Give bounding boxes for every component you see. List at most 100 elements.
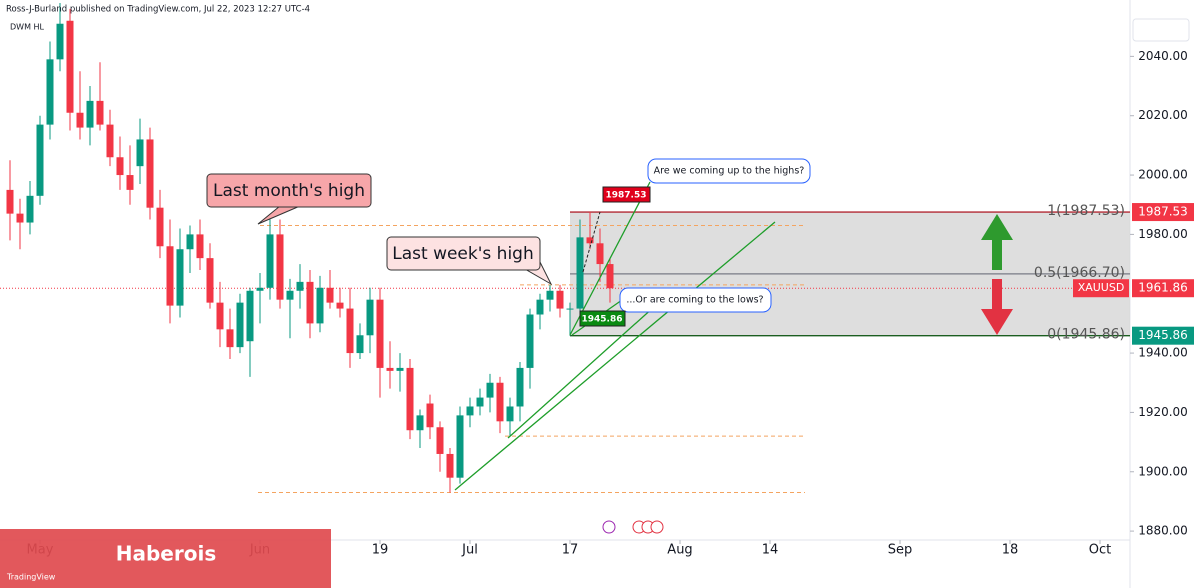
candle-body <box>476 397 484 407</box>
y-tick-label: 1980.00 <box>1138 227 1188 241</box>
candle-body <box>576 237 584 309</box>
candle-body <box>406 367 414 431</box>
candle-body <box>356 335 364 354</box>
event-icon[interactable] <box>650 520 664 534</box>
candle-body <box>466 406 474 416</box>
watermark-box <box>0 529 331 588</box>
candle-body <box>266 234 274 288</box>
y-tick-label: 2040.00 <box>1138 49 1188 63</box>
down-arrow <box>981 279 1013 335</box>
candle-body <box>486 382 494 398</box>
y-tick-label: 1920.00 <box>1138 405 1188 419</box>
marker-tag: 1987.53 <box>602 186 651 203</box>
callout: Last month's high <box>206 173 372 225</box>
candle-body <box>546 290 554 300</box>
candle-body <box>116 157 124 176</box>
candle-body <box>336 302 344 309</box>
fib-label: 1(1987.53) <box>1047 203 1125 219</box>
symbol-label: XAUUSD <box>1078 281 1125 294</box>
y-tick-label: 1900.00 <box>1138 464 1188 478</box>
candle-body <box>26 195 34 223</box>
candle-body <box>76 112 84 128</box>
candle-body <box>516 367 524 407</box>
candle-body <box>186 234 194 250</box>
candle-body <box>526 314 534 368</box>
candle-body <box>566 308 574 310</box>
trend-line <box>507 296 666 439</box>
marker-tag: 1945.86 <box>579 310 626 327</box>
candle-body <box>46 59 54 125</box>
callout: ...Or are coming to the lows? <box>619 287 772 313</box>
candle-body <box>416 415 424 431</box>
annotation: Last month's high <box>213 181 365 201</box>
x-tick-label: Oct <box>1089 543 1111 558</box>
candle-body <box>156 207 164 247</box>
candle-body <box>326 287 334 303</box>
candle-body <box>276 234 284 300</box>
byline: Ross-J-Burland published on TradingView.… <box>6 5 310 15</box>
event-icon[interactable] <box>602 520 616 534</box>
x-tick-label: Sep <box>888 543 913 558</box>
candle-body <box>536 299 544 315</box>
candle-body <box>366 299 374 336</box>
x-tick-label: 14 <box>762 543 779 558</box>
up-arrow <box>981 214 1013 270</box>
candle-body <box>16 213 24 223</box>
projection-line <box>582 211 601 273</box>
trend-line <box>569 181 651 336</box>
candle-body <box>506 406 514 422</box>
candle-body <box>386 367 394 371</box>
candle-body <box>496 382 504 422</box>
candle-body <box>126 175 134 190</box>
candle-body <box>316 287 324 324</box>
price-tag <box>1132 326 1194 345</box>
candle-body <box>596 243 604 265</box>
candle-body <box>196 234 204 259</box>
callout: Are we coming up to the highs? <box>647 158 811 184</box>
candle-body <box>606 264 614 289</box>
symbol-tag <box>1073 279 1129 298</box>
x-tick-label: Jul <box>461 543 478 558</box>
candle-body <box>586 237 594 244</box>
y-tick-label: 1880.00 <box>1138 524 1188 538</box>
price-tag <box>1132 279 1194 298</box>
watermark: Haberois <box>116 542 216 566</box>
candle-body <box>136 139 144 167</box>
price-tag-label: 1945.86 <box>1138 328 1188 342</box>
x-tick-label: 17 <box>562 543 579 558</box>
price-tag-label: 1987.53 <box>1138 205 1188 219</box>
candle-body <box>286 290 294 300</box>
annotation: Are we coming up to the highs? <box>654 166 805 177</box>
candle-body <box>296 281 304 291</box>
tag-layer: 1987.53 1945.86 XAUUSD 1961.86 <box>1073 203 1194 345</box>
axis-button[interactable] <box>1132 18 1190 42</box>
fib-label: 0(1945.86) <box>1047 327 1125 343</box>
candle-body <box>36 124 44 196</box>
candle-body <box>556 290 564 309</box>
indicator-label: DWM HL <box>10 23 45 32</box>
candle-body <box>66 20 74 113</box>
price-tag <box>1132 203 1194 222</box>
candle-body <box>176 249 184 306</box>
y-tick-label: 2000.00 <box>1138 168 1188 182</box>
candle-body <box>376 299 384 368</box>
candle-body <box>446 453 454 478</box>
candle-body <box>236 302 244 348</box>
callout: Last week's high <box>386 236 553 286</box>
candle-body <box>216 302 224 330</box>
candle-body <box>166 246 174 306</box>
candle-body <box>226 329 234 348</box>
candle-body <box>346 308 354 354</box>
trend-line <box>454 221 776 491</box>
candle-body <box>436 427 444 454</box>
x-tick-label: 18 <box>1002 543 1019 558</box>
candle-body <box>206 258 214 303</box>
x-tick-label: Aug <box>667 543 692 558</box>
candle-body <box>456 415 464 478</box>
fib-label: 0.5(1966.70) <box>1034 265 1125 281</box>
y-tick-label: 1940.00 <box>1138 346 1188 360</box>
x-tick-label: 19 <box>372 543 389 558</box>
candle-body <box>306 281 314 324</box>
candle-body <box>56 23 64 60</box>
